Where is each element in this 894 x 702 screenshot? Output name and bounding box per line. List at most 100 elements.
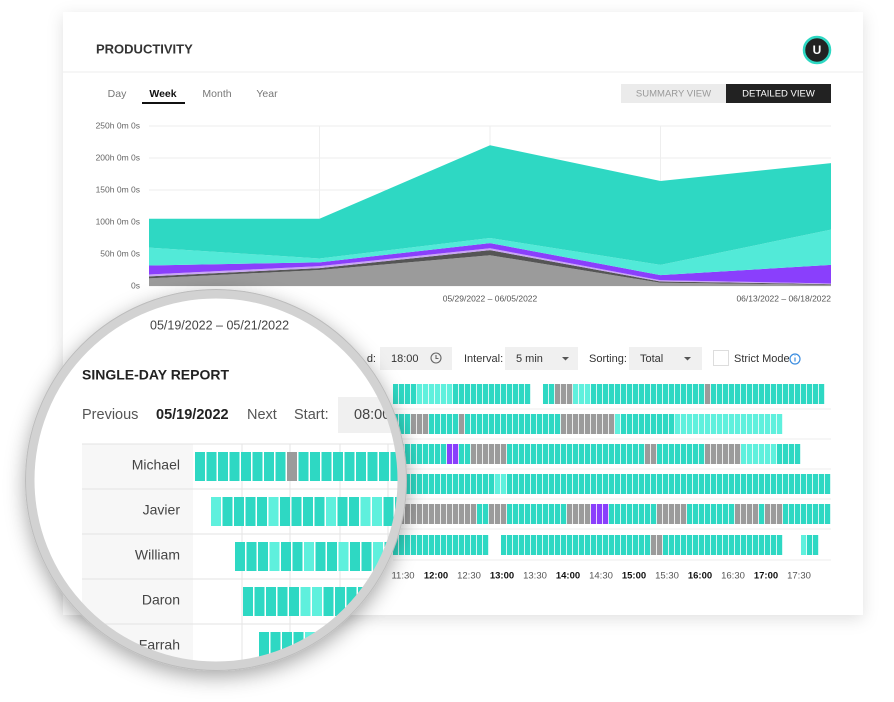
activity-segment [759,444,765,464]
activity-segment [663,444,669,464]
view-button[interactable] [621,84,726,103]
activity-segment [699,384,705,404]
tab[interactable]: Week [149,88,176,100]
activity-segment [645,474,651,494]
activity-segment [362,632,373,661]
activity-segment [735,384,741,404]
activity-segment [277,587,288,616]
activity-segment [423,444,429,464]
activity-segment [453,504,459,524]
activity-segment [615,444,621,464]
activity-segment [441,535,447,555]
activity-segment [789,504,795,524]
activity-segment [495,444,501,464]
area-series [149,243,831,284]
activity-segment [289,587,299,616]
activity-segment [669,384,675,404]
interval-label: Interval: [464,353,503,365]
activity-segment [361,542,372,571]
activity-segment [206,452,217,481]
activity-segment [525,504,531,524]
activity-segment [735,444,741,464]
activity-segment [537,414,543,434]
start-input[interactable] [380,347,452,370]
activity-segment [543,384,549,404]
tab[interactable]: Day [108,88,127,100]
activity-segment [585,414,591,434]
activity-segment [615,535,621,555]
avatar[interactable] [802,35,832,65]
activity-segment [675,414,681,434]
activity-segment [282,632,292,661]
activity-segment [327,542,337,571]
activity-segment [729,474,735,494]
activity-segment [573,444,579,464]
activity-segment [681,535,687,555]
x-tick-label: 05/29/2022 – 06/05/2022 [443,293,538,303]
activity-segment [356,452,366,481]
activity-segment [435,384,441,404]
view-button[interactable] [726,84,831,103]
activity-segment [489,444,495,464]
activity-segment [351,632,361,661]
activity-segment [615,504,621,524]
info-icon[interactable] [789,353,801,365]
activity-segment [729,414,735,434]
current-date: 05/19/2022 [156,407,229,423]
activity-segment [819,504,825,524]
activity-segment [705,414,711,434]
activity-segment [741,444,747,464]
interval-select[interactable] [505,347,578,370]
activity-segment [681,414,687,434]
activity-segment [783,504,789,524]
activity-segment [477,384,483,404]
activity-segment [627,384,633,404]
activity-segment [513,444,519,464]
activity-segment [735,474,741,494]
activity-segment [344,452,355,481]
activity-segment [441,414,447,434]
activity-segment [537,444,543,464]
activity-segment [531,414,537,434]
activity-segment [633,444,639,464]
activity-segment [603,414,609,434]
activity-segment [627,414,633,434]
activity-segment [195,452,205,481]
tab[interactable]: Year [256,88,278,100]
sorting-select[interactable] [629,347,702,370]
activity-segment [543,535,549,555]
activity-segment [374,632,384,661]
activity-segment [417,384,423,404]
activity-segment [705,444,711,464]
activity-segment [717,414,723,434]
y-tick-label: 100h 0m 0s [96,216,140,226]
interval-value: 5 min [516,353,543,365]
time-label: 15:00 [622,571,646,582]
activity-segment [513,384,519,404]
activity-segment [777,535,783,555]
start-label: d: [367,353,376,365]
next-button[interactable]: Next [247,407,277,423]
tab[interactable]: Month [202,88,231,100]
activity-segment [390,452,401,481]
activity-segment [525,384,531,404]
activity-segment [657,414,663,434]
activity-segment [567,535,573,555]
activity-segment [747,535,753,555]
activity-segment [645,535,651,555]
activity-segment [453,384,459,404]
activity-segment [753,414,759,434]
activity-segment [429,474,435,494]
activity-segment [669,444,675,464]
previous-button[interactable]: Previous [82,407,138,423]
x-tick-label: 06/13/2022 – 06/18/2022 [736,293,831,303]
activity-segment [645,414,651,434]
strict-checkbox[interactable] [713,350,729,366]
employee-name: Javier [143,502,181,518]
activity-segment [447,474,453,494]
activity-segment [465,535,471,555]
activity-segment [675,384,681,404]
activity-segment [603,444,609,464]
activity-segment [501,444,507,464]
activity-segment [483,414,489,434]
